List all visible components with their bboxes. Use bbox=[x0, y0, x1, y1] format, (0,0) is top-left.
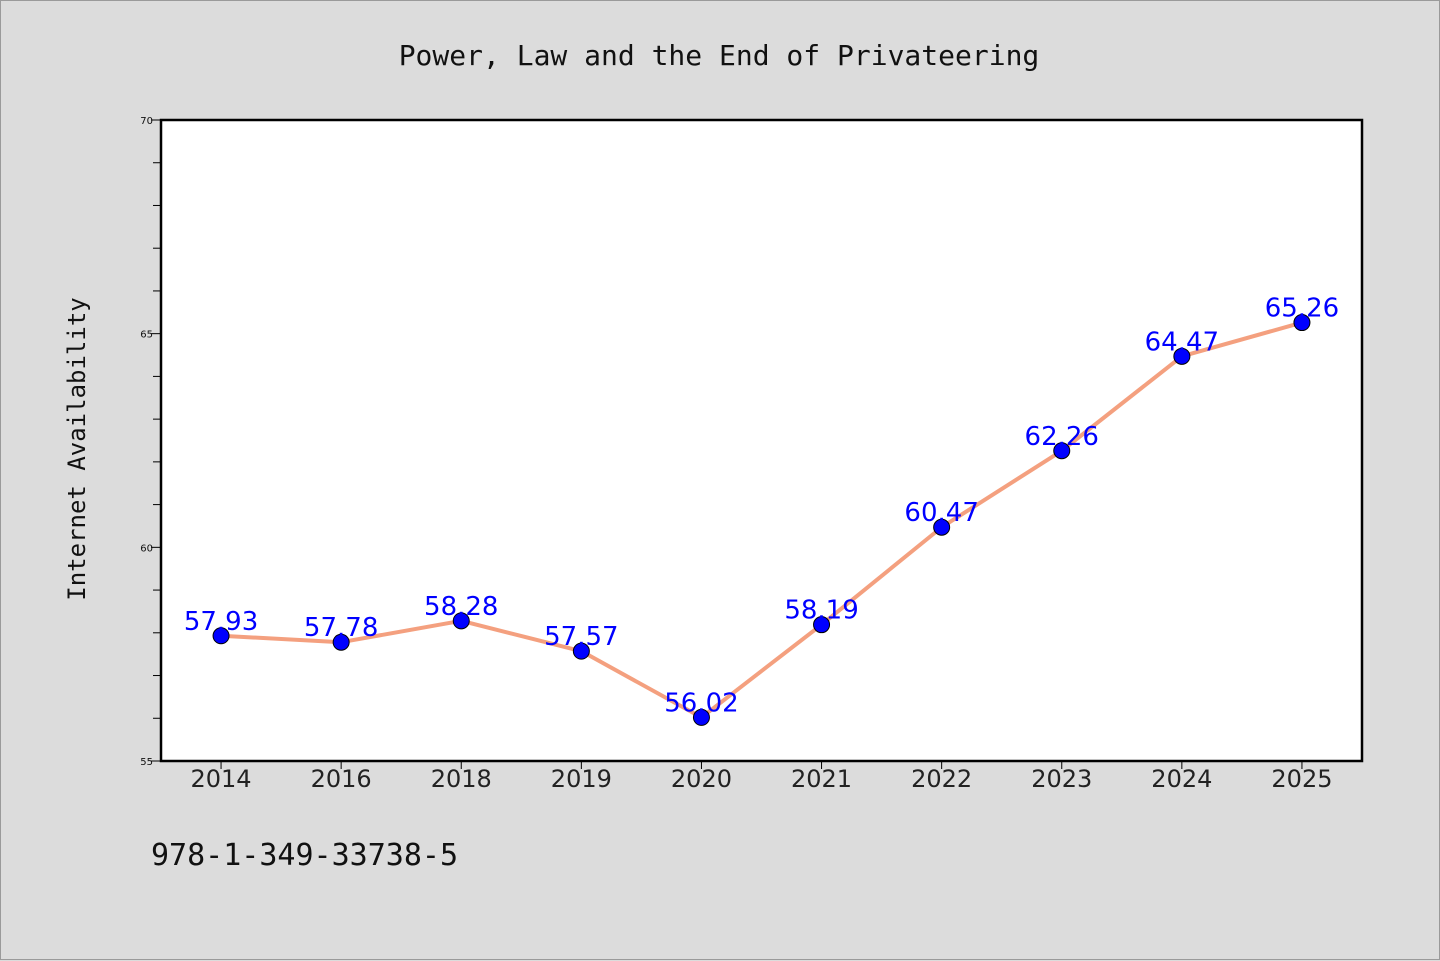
y-axis: 55 60 65 70 bbox=[140, 116, 161, 768]
data-label: 62.26 bbox=[1025, 422, 1099, 452]
data-point bbox=[572, 642, 590, 660]
series-layer: 57.93 57.78 58.28 57.57 56.02 58.19 60.47 62.26… bbox=[184, 294, 1339, 726]
data-point bbox=[332, 633, 350, 651]
x-tick-label: 2019 bbox=[551, 765, 612, 793]
data-label: 65.26 bbox=[1265, 294, 1339, 324]
x-tick-label: 2020 bbox=[671, 765, 732, 793]
x-axis: 2014 2016 2018 2019 2020 2021 2022 2023 2024 2025 bbox=[191, 761, 1332, 793]
data-label: 56.02 bbox=[664, 688, 738, 718]
x-tick-label: 2024 bbox=[1151, 765, 1212, 793]
x-tick-label: 2025 bbox=[1271, 765, 1332, 793]
x-tick-label: 2018 bbox=[431, 765, 492, 793]
data-point bbox=[1293, 314, 1311, 332]
x-tick-label: 2021 bbox=[791, 765, 852, 793]
data-point bbox=[1053, 442, 1071, 460]
y-tick-label: 65 bbox=[140, 330, 153, 341]
y-tick-label: 60 bbox=[140, 543, 153, 554]
data-point bbox=[813, 616, 831, 634]
plot-area bbox=[159, 118, 1364, 763]
series-line bbox=[219, 320, 1304, 720]
data-label: 57.93 bbox=[184, 607, 258, 637]
data-label: 60.47 bbox=[904, 498, 978, 528]
x-tick-label: 2022 bbox=[911, 765, 972, 793]
footer-code: 978-1-349-33738-5 bbox=[151, 838, 458, 873]
data-point bbox=[1173, 347, 1191, 365]
data-label: 57.78 bbox=[304, 613, 378, 643]
y-axis-label: Internet Availability bbox=[63, 297, 91, 600]
data-label: 58.19 bbox=[784, 596, 858, 626]
data-label: 57.57 bbox=[544, 622, 618, 652]
data-label: 64.47 bbox=[1145, 327, 1219, 357]
x-tick-label: 2023 bbox=[1031, 765, 1092, 793]
x-tick-label: 2016 bbox=[311, 765, 372, 793]
y-tick-label: 70 bbox=[140, 116, 153, 127]
data-point bbox=[212, 627, 230, 645]
data-point bbox=[452, 612, 470, 630]
y-tick-label: 55 bbox=[140, 757, 153, 768]
data-point bbox=[933, 518, 951, 536]
data-point bbox=[692, 708, 710, 726]
data-label: 58.28 bbox=[424, 592, 498, 622]
x-tick-label: 2014 bbox=[191, 765, 252, 793]
chart-title: Power, Law and the End of Privateering bbox=[399, 39, 1040, 72]
